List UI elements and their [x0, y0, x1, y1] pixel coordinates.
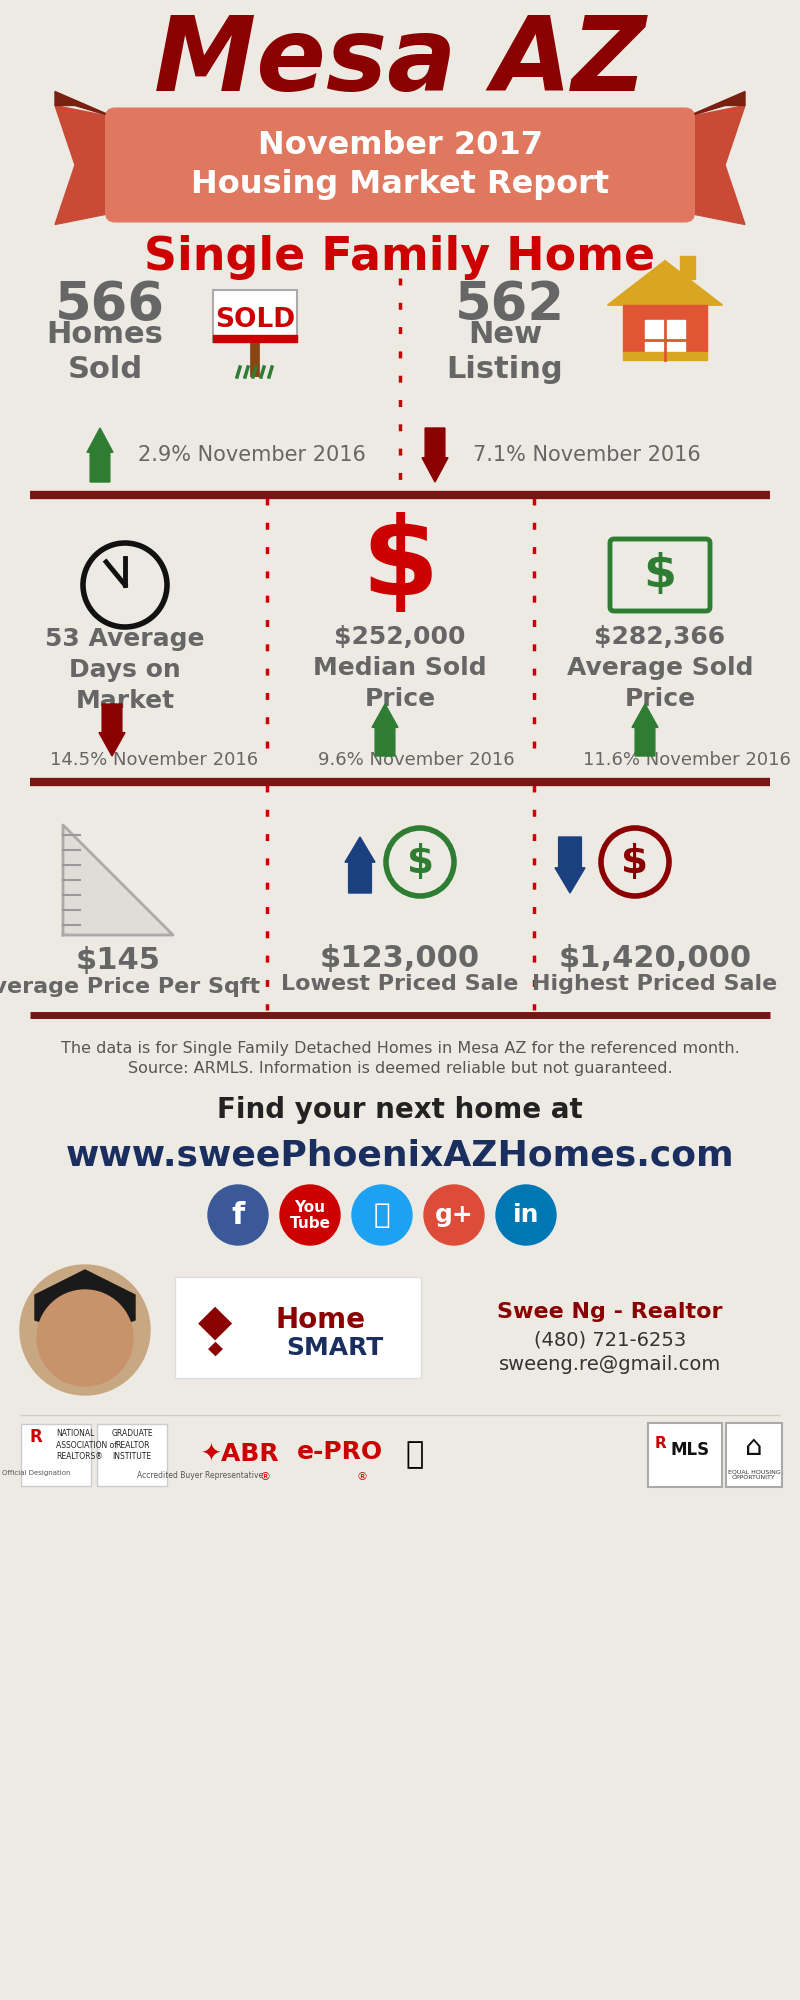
Circle shape — [424, 1184, 484, 1244]
Circle shape — [352, 1184, 412, 1244]
Text: Tube: Tube — [290, 1216, 330, 1232]
Text: ✦ABR: ✦ABR — [201, 1444, 279, 1468]
Text: Housing Market Report: Housing Market Report — [191, 170, 609, 200]
FancyBboxPatch shape — [97, 1424, 167, 1486]
Text: November 2017: November 2017 — [258, 130, 542, 160]
Text: (480) 721-6253: (480) 721-6253 — [534, 1330, 686, 1350]
Polygon shape — [685, 92, 745, 118]
Text: ®: ® — [259, 1472, 270, 1482]
FancyBboxPatch shape — [648, 1424, 722, 1488]
FancyBboxPatch shape — [21, 1424, 91, 1486]
Text: MLS: MLS — [670, 1440, 710, 1460]
Circle shape — [20, 1266, 150, 1396]
FancyBboxPatch shape — [726, 1424, 782, 1488]
Polygon shape — [372, 704, 398, 756]
Text: Highest Priced Sale: Highest Priced Sale — [532, 974, 778, 994]
Polygon shape — [99, 704, 125, 756]
Polygon shape — [345, 836, 375, 892]
Text: You: You — [294, 1200, 326, 1216]
Text: $: $ — [643, 552, 677, 598]
Text: 14.5% November 2016: 14.5% November 2016 — [50, 750, 258, 768]
Text: $145: $145 — [75, 946, 161, 974]
Text: 7.1% November 2016: 7.1% November 2016 — [473, 446, 701, 464]
Text: Official Designation: Official Designation — [2, 1470, 70, 1476]
Polygon shape — [608, 260, 722, 304]
Text: $1,420,000: $1,420,000 — [558, 944, 751, 972]
Text: 🏠: 🏠 — [406, 1440, 424, 1470]
Text: SMART: SMART — [286, 1336, 384, 1360]
Text: $282,366
Average Sold
Price: $282,366 Average Sold Price — [566, 626, 754, 710]
Polygon shape — [608, 260, 722, 304]
Text: Average Price Per Sqft: Average Price Per Sqft — [0, 976, 260, 996]
Text: R: R — [654, 1436, 666, 1450]
Text: Mesa AZ: Mesa AZ — [154, 12, 646, 112]
Text: Find your next home at: Find your next home at — [217, 1096, 583, 1124]
Circle shape — [496, 1184, 556, 1244]
Polygon shape — [623, 304, 706, 352]
Text: 53 Average
Days on
Market: 53 Average Days on Market — [46, 628, 205, 712]
Text: Homes
Sold: Homes Sold — [46, 320, 163, 384]
Polygon shape — [680, 256, 695, 278]
Text: ⌂: ⌂ — [745, 1432, 763, 1460]
Text: 🐦: 🐦 — [374, 1200, 390, 1228]
Text: $252,000
Median Sold
Price: $252,000 Median Sold Price — [313, 626, 487, 710]
FancyBboxPatch shape — [175, 1278, 421, 1378]
Text: e-PRO: e-PRO — [297, 1440, 383, 1464]
Text: SOLD: SOLD — [215, 306, 295, 332]
Text: $123,000: $123,000 — [320, 944, 480, 972]
Polygon shape — [555, 836, 585, 892]
Polygon shape — [422, 428, 448, 482]
Text: Swee Ng - Realtor: Swee Ng - Realtor — [498, 1302, 722, 1322]
Circle shape — [280, 1184, 340, 1244]
Text: $: $ — [622, 844, 649, 880]
FancyBboxPatch shape — [213, 290, 297, 342]
Circle shape — [208, 1184, 268, 1244]
Text: $: $ — [362, 512, 438, 618]
Polygon shape — [55, 106, 115, 224]
Text: 11.6% November 2016: 11.6% November 2016 — [583, 750, 791, 768]
FancyBboxPatch shape — [105, 108, 695, 222]
Text: 9.6% November 2016: 9.6% November 2016 — [318, 750, 514, 768]
Text: ◆: ◆ — [198, 1300, 232, 1344]
Text: $: $ — [406, 844, 434, 880]
Text: sweeng.re@gmail.com: sweeng.re@gmail.com — [499, 1356, 721, 1374]
Circle shape — [83, 542, 167, 628]
Polygon shape — [35, 1270, 135, 1324]
FancyBboxPatch shape — [610, 538, 710, 612]
Text: R: R — [30, 1428, 42, 1446]
Text: 2.9% November 2016: 2.9% November 2016 — [138, 446, 366, 464]
Circle shape — [601, 828, 669, 896]
Polygon shape — [623, 352, 706, 360]
Circle shape — [386, 828, 454, 896]
Text: ◆: ◆ — [207, 1338, 222, 1358]
Polygon shape — [632, 704, 658, 756]
Text: ®: ® — [357, 1472, 367, 1482]
Text: Single Family Home: Single Family Home — [145, 234, 655, 280]
Text: Source: ARMLS. Information is deemed reliable but not guaranteed.: Source: ARMLS. Information is deemed rel… — [128, 1060, 672, 1076]
Text: www.sweePhoenixAZHomes.com: www.sweePhoenixAZHomes.com — [66, 1138, 734, 1172]
Text: The data is for Single Family Detached Homes in Mesa AZ for the referenced month: The data is for Single Family Detached H… — [61, 1040, 739, 1056]
Text: EQUAL HOUSING
OPPORTUNITY: EQUAL HOUSING OPPORTUNITY — [728, 1470, 780, 1480]
Polygon shape — [63, 824, 173, 936]
Text: New
Listing: New Listing — [446, 320, 563, 384]
Circle shape — [37, 1290, 133, 1386]
Polygon shape — [685, 106, 745, 224]
Polygon shape — [87, 428, 113, 482]
Polygon shape — [55, 92, 115, 118]
Text: 562: 562 — [455, 278, 565, 330]
Text: GRADUATE
REALTOR
INSTITUTE: GRADUATE REALTOR INSTITUTE — [111, 1430, 153, 1460]
Text: Lowest Priced Sale: Lowest Priced Sale — [282, 974, 518, 994]
Text: g+: g+ — [434, 1202, 474, 1226]
Text: Accredited Buyer Representative: Accredited Buyer Representative — [137, 1470, 263, 1480]
Polygon shape — [213, 334, 297, 342]
Text: in: in — [513, 1202, 539, 1226]
Text: NATIONAL
ASSOCIATION of
REALTORS®: NATIONAL ASSOCIATION of REALTORS® — [56, 1430, 117, 1460]
Polygon shape — [645, 320, 685, 360]
Text: Home: Home — [275, 1306, 365, 1334]
Text: 566: 566 — [55, 278, 165, 330]
Text: f: f — [231, 1200, 245, 1230]
